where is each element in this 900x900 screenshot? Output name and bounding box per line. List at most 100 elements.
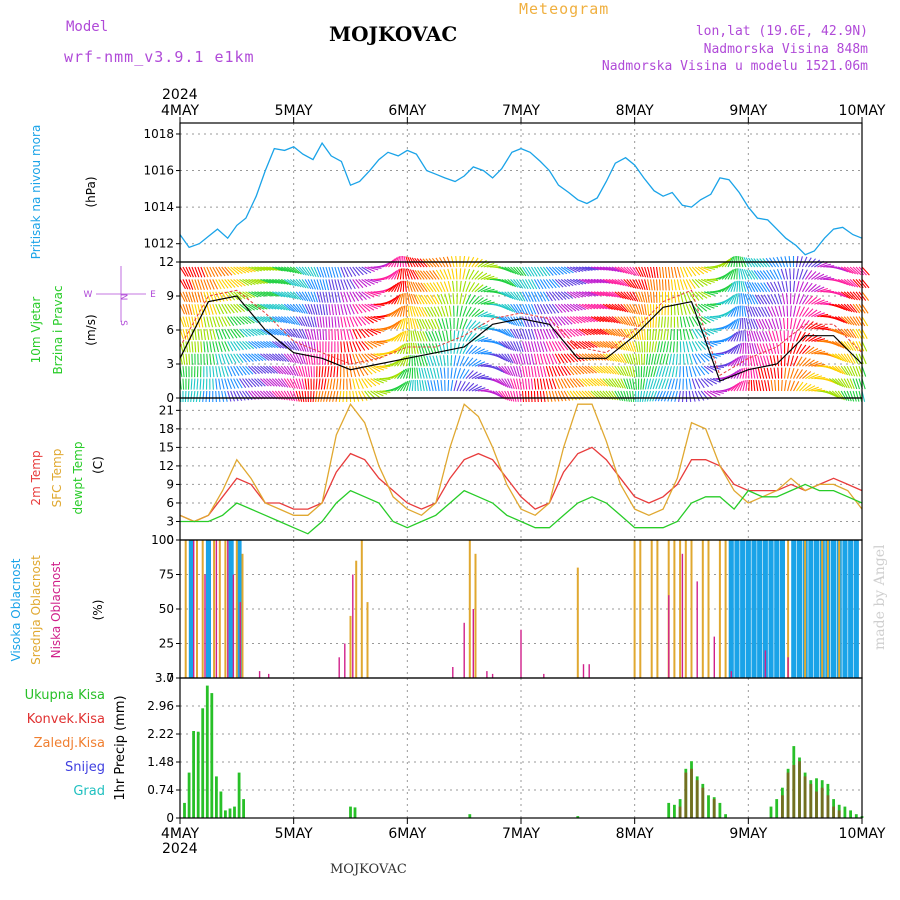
station-title: MOJKOVAC — [329, 22, 458, 46]
wind-arrow — [420, 355, 425, 367]
wind-arrow — [407, 268, 413, 280]
wind-arrow — [789, 305, 792, 317]
wind-arrow — [776, 342, 780, 354]
wind-arrow — [227, 378, 232, 390]
wind-arrow — [805, 385, 816, 392]
wind-arrow — [239, 303, 249, 312]
wind-arrow — [361, 266, 372, 274]
wind-arrow — [694, 378, 701, 389]
wind-arrow — [468, 320, 477, 330]
wind-arrow — [349, 341, 354, 353]
wind-arrow — [286, 303, 296, 313]
wind-arrow — [343, 328, 347, 340]
wind-arrow — [781, 280, 786, 292]
wind-arrow — [224, 378, 229, 390]
wind-arrow — [596, 316, 607, 323]
wind-arrow — [614, 353, 623, 363]
wind-arrow — [230, 390, 236, 402]
wind-arrow — [446, 342, 449, 354]
wind-arrow — [655, 366, 661, 377]
wind-arrow — [746, 281, 753, 293]
wind-arrow — [280, 353, 290, 363]
precip-axis-title: 1hr Precip (mm) — [113, 695, 128, 800]
wind-arrow — [263, 278, 274, 284]
wind-arrow — [831, 390, 841, 399]
low-cloud-bar — [582, 664, 585, 678]
wind-arrow — [849, 353, 856, 364]
wind-arrow — [614, 291, 624, 299]
wind-arrow — [277, 340, 287, 350]
wind-arrow — [802, 371, 812, 380]
wind-arrow — [632, 390, 635, 403]
wind-arrow — [480, 261, 491, 268]
wind-arrow — [179, 291, 186, 302]
total-precip-bar — [769, 806, 773, 818]
wind-arrow — [596, 340, 607, 348]
wind-arrow — [789, 318, 793, 330]
convective-precip-bar — [695, 780, 699, 818]
wind-arrow — [785, 280, 789, 292]
wind-arrow — [275, 303, 286, 311]
wind-arrow — [388, 296, 398, 305]
wind-arrow — [465, 331, 473, 342]
wind-arrow — [196, 378, 199, 390]
wind-arrow — [393, 319, 402, 330]
y-tick-label: 0 — [166, 533, 174, 547]
wind-arrow — [587, 291, 599, 297]
wind-arrow — [709, 353, 721, 357]
wind-arrow — [736, 293, 739, 305]
wind-arrow — [831, 353, 842, 361]
y-tick-label: 0 — [166, 671, 174, 685]
wind-arrow — [462, 331, 469, 342]
wind-arrow — [203, 291, 208, 303]
wind-arrow — [465, 357, 474, 367]
wind-arrow — [245, 365, 254, 375]
high-cloud-bar — [779, 540, 785, 678]
wind-arrow — [828, 378, 839, 386]
wind-arrow — [242, 291, 253, 299]
wind-arrow — [697, 303, 708, 312]
wind-arrow — [218, 291, 225, 302]
wind-arrow — [747, 306, 753, 317]
wind-arrow — [396, 306, 403, 317]
wind-arrow — [608, 303, 619, 311]
wind-arrow — [402, 305, 406, 317]
x-tick-label-bottom: 8MAY — [616, 826, 654, 842]
wind-arrow — [739, 380, 745, 392]
wind-arrow — [660, 328, 664, 340]
wind-arrow — [278, 291, 289, 298]
wind-arrow — [659, 341, 664, 353]
wind-arrow — [436, 281, 443, 293]
wind-arrow — [679, 328, 682, 341]
wind-arrow — [278, 278, 289, 285]
wind-arrow — [221, 341, 227, 352]
wind-arrow — [666, 328, 669, 340]
wind-arrow — [480, 287, 492, 293]
mid-cloud-bar — [355, 560, 358, 678]
y-tick-label: 75 — [159, 568, 174, 582]
wind-arrow — [504, 378, 511, 389]
wind-arrow — [584, 291, 596, 297]
wind-arrow — [694, 278, 704, 288]
wind-arrow — [524, 366, 528, 378]
wind-arrow — [425, 258, 434, 268]
wind-arrow — [682, 328, 686, 340]
wind-arrow — [230, 316, 238, 326]
wind-arrow — [614, 266, 625, 274]
wind-arrow — [569, 365, 578, 375]
wind-arrow — [298, 316, 306, 327]
wind-arrow — [325, 316, 328, 328]
wind-arrow — [187, 390, 190, 403]
wind-arrow — [632, 303, 638, 315]
wind-arrow — [703, 328, 715, 335]
wind-arrow — [548, 303, 556, 314]
wind-arrow — [605, 303, 616, 311]
x-tick-label-bottom: 4MAY — [161, 826, 199, 842]
wind-arrow — [277, 365, 287, 375]
wind-arrow — [483, 275, 495, 280]
wind-arrow — [575, 340, 586, 349]
wind-arrow — [738, 280, 741, 292]
wind-arrow — [513, 316, 520, 327]
wind-arrow — [245, 291, 256, 298]
wind-arrow — [814, 325, 826, 330]
